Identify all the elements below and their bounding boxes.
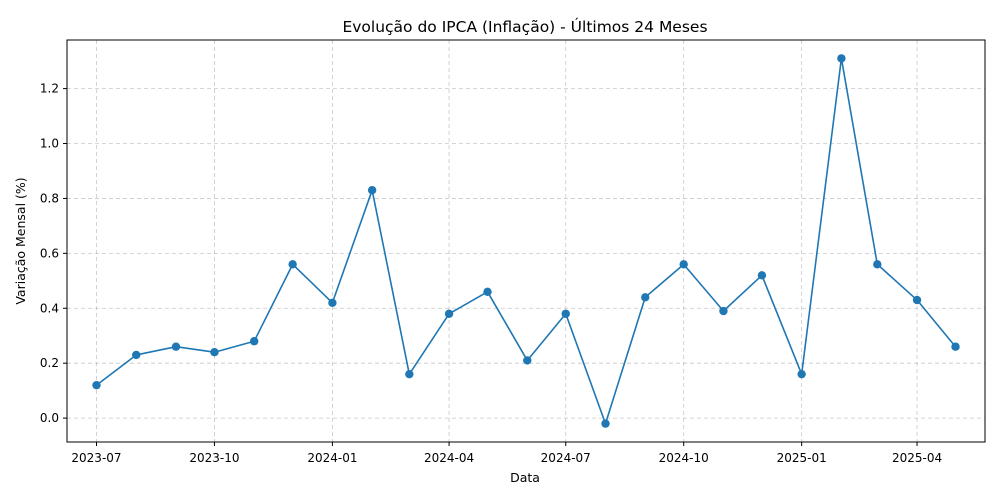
y-tick-label: 1.2 <box>40 82 59 96</box>
y-tick-label: 0.4 <box>40 301 59 315</box>
data-point <box>679 260 688 269</box>
data-point <box>757 271 767 280</box>
data-point <box>641 293 650 302</box>
data-point <box>171 342 181 351</box>
x-tick-label: 2024-01 <box>307 451 357 465</box>
data-point <box>483 287 492 296</box>
y-tick-label: 0.8 <box>40 191 59 205</box>
data-point <box>249 337 259 346</box>
grid-lines <box>67 40 985 442</box>
y-tick-label: 0.6 <box>40 246 59 260</box>
data-point <box>873 260 882 269</box>
chart-title: Evolução do IPCA (Inflação) - Últimos 24… <box>342 17 707 36</box>
data-point <box>92 380 101 390</box>
series-layer <box>92 54 960 428</box>
data-point <box>912 295 922 305</box>
series-line <box>96 57 957 425</box>
plot-frame <box>66 39 986 443</box>
data-point <box>951 342 960 351</box>
data-point <box>601 419 610 428</box>
data-point <box>719 306 728 316</box>
y-tick-label: 0.0 <box>40 411 59 425</box>
x-tick-label: 2025-01 <box>777 451 827 465</box>
data-point <box>288 260 297 269</box>
data-point <box>328 298 337 307</box>
data-point <box>132 350 141 360</box>
x-tick-label: 2025-04 <box>892 451 942 465</box>
x-tick-label: 2024-07 <box>541 451 591 465</box>
x-axis-label: Data <box>510 470 540 485</box>
y-axis-label: Variação Mensal (%) <box>13 177 28 304</box>
data-point <box>837 54 846 63</box>
data-point <box>210 348 219 357</box>
x-tick-label: 2023-10 <box>189 451 239 465</box>
x-tick-label: 2023-07 <box>71 451 121 465</box>
data-point <box>797 369 806 379</box>
y-tick-label: 1.0 <box>40 137 59 151</box>
data-point <box>523 356 532 365</box>
x-tick-label: 2024-10 <box>659 451 709 465</box>
data-point <box>367 186 377 195</box>
y-tick-label: 0.2 <box>40 356 59 370</box>
x-axis-ticks: 2023-07 2023-10 2024-01 2024-04 2024-07 2024-… <box>71 442 942 465</box>
y-axis-ticks: 0.0 0.2 0.4 0.6 0.8 1.0 1.2 <box>40 82 67 425</box>
x-tick-label: 2024-04 <box>424 451 474 465</box>
data-point <box>561 309 570 318</box>
data-point <box>444 309 454 318</box>
data-point <box>405 369 414 379</box>
